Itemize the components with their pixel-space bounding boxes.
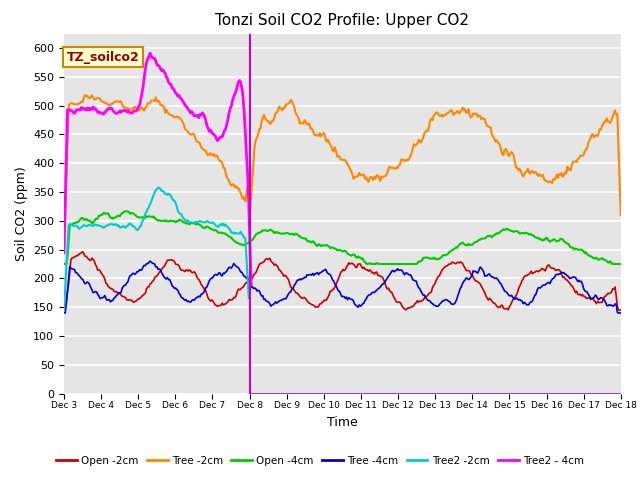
Title: Tonzi Soil CO2 Profile: Upper CO2: Tonzi Soil CO2 Profile: Upper CO2	[216, 13, 469, 28]
X-axis label: Time: Time	[327, 416, 358, 429]
Legend: Open -2cm, Tree -2cm, Open -4cm, Tree -4cm, Tree2 -2cm, Tree2 - 4cm: Open -2cm, Tree -2cm, Open -4cm, Tree -4…	[52, 452, 588, 470]
Y-axis label: Soil CO2 (ppm): Soil CO2 (ppm)	[15, 166, 28, 261]
Text: TZ_soilco2: TZ_soilco2	[67, 50, 140, 63]
